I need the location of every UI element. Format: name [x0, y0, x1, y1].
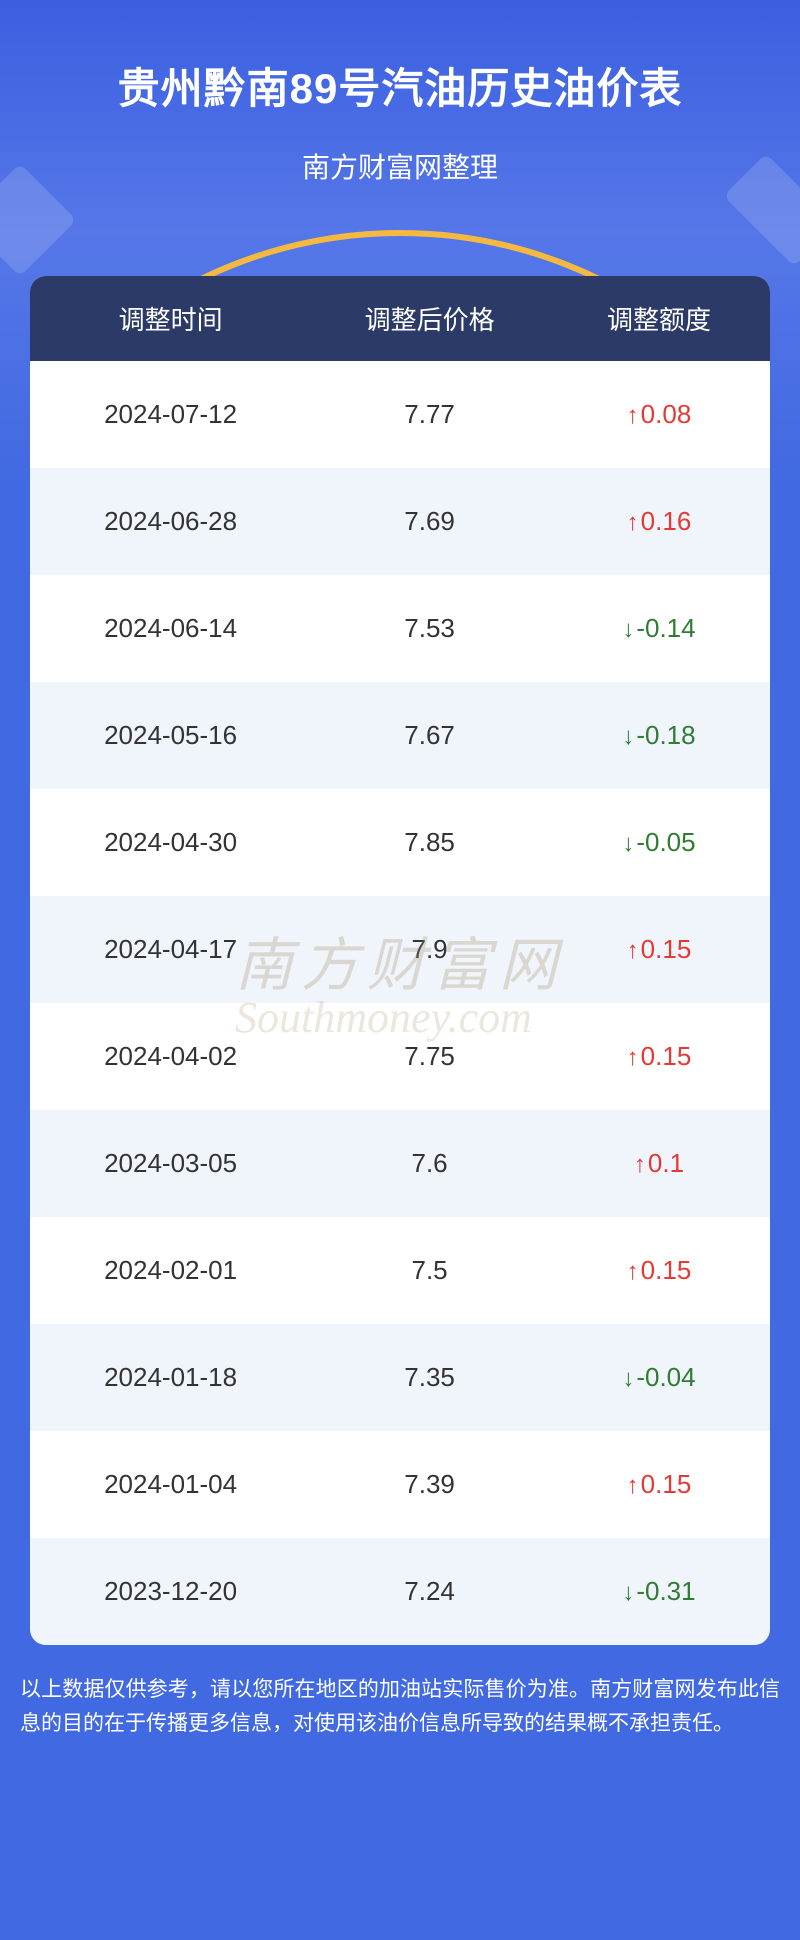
- arrow-down-icon: ↓: [622, 616, 634, 643]
- table-row: 2024-01-047.39↑0.15: [30, 1431, 770, 1538]
- cell-change: ↑0.15: [548, 1255, 770, 1286]
- change-value: 0.15: [641, 1041, 692, 1071]
- cell-date: 2024-01-18: [30, 1362, 311, 1393]
- cell-date: 2024-04-17: [30, 934, 311, 965]
- arrow-up-icon: ↑: [634, 1151, 646, 1178]
- cell-change: ↑0.15: [548, 1041, 770, 1072]
- arrow-down-icon: ↓: [622, 723, 634, 750]
- cell-price: 7.53: [311, 613, 548, 644]
- change-value: -0.14: [636, 613, 695, 643]
- arrow-up-icon: ↑: [627, 1044, 639, 1071]
- table-row: 2024-04-027.75↑0.15: [30, 1003, 770, 1110]
- cell-change: ↑0.08: [548, 399, 770, 430]
- arrow-up-icon: ↑: [627, 509, 639, 536]
- change-value: -0.31: [636, 1576, 695, 1606]
- table-body: 南方财富网 Southmoney.com 2024-07-127.77↑0.08…: [30, 361, 770, 1645]
- cell-price: 7.77: [311, 399, 548, 430]
- cell-change: ↓-0.31: [548, 1576, 770, 1607]
- arrow-up-icon: ↑: [627, 1472, 639, 1499]
- table-row: 2024-02-017.5↑0.15: [30, 1217, 770, 1324]
- cell-change: ↓-0.14: [548, 613, 770, 644]
- arrow-up-icon: ↑: [627, 1258, 639, 1285]
- table-row: 2023-12-207.24↓-0.31: [30, 1538, 770, 1645]
- change-value: -0.04: [636, 1362, 695, 1392]
- change-value: 0.15: [641, 1255, 692, 1285]
- cell-change: ↓-0.18: [548, 720, 770, 751]
- table-header: 调整时间 调整后价格 调整额度: [30, 276, 770, 361]
- table-row: 2024-04-177.9↑0.15: [30, 896, 770, 1003]
- cell-price: 7.9: [311, 934, 548, 965]
- change-value: 0.16: [641, 506, 692, 536]
- column-header-change: 调整额度: [548, 300, 770, 337]
- cell-date: 2024-04-30: [30, 827, 311, 858]
- cell-price: 7.75: [311, 1041, 548, 1072]
- arrow-down-icon: ↓: [622, 1579, 634, 1606]
- cell-change: ↑0.16: [548, 506, 770, 537]
- change-value: 0.15: [641, 934, 692, 964]
- cell-price: 7.67: [311, 720, 548, 751]
- change-value: -0.05: [636, 827, 695, 857]
- cell-change: ↑0.15: [548, 934, 770, 965]
- change-value: 0.08: [641, 399, 692, 429]
- cell-change: ↓-0.04: [548, 1362, 770, 1393]
- change-value: 0.1: [648, 1148, 684, 1178]
- arrow-up-icon: ↑: [627, 937, 639, 964]
- cell-change: ↑0.1: [548, 1148, 770, 1179]
- change-value: -0.18: [636, 720, 695, 750]
- cell-date: 2024-02-01: [30, 1255, 311, 1286]
- cell-date: 2024-01-04: [30, 1469, 311, 1500]
- table-row: 2024-06-287.69↑0.16: [30, 468, 770, 575]
- cell-price: 7.35: [311, 1362, 548, 1393]
- change-value: 0.15: [641, 1469, 692, 1499]
- header: 贵州黔南89号汽油历史油价表 南方财富网整理: [0, 0, 800, 186]
- column-header-date: 调整时间: [30, 300, 311, 337]
- table-row: 2024-03-057.6↑0.1: [30, 1110, 770, 1217]
- table-row: 2024-07-127.77↑0.08: [30, 361, 770, 468]
- cell-change: ↓-0.05: [548, 827, 770, 858]
- main-container: 贵州黔南89号汽油历史油价表 南方财富网整理 调整时间 调整后价格 调整额度 南…: [0, 0, 800, 1940]
- table-row: 2024-06-147.53↓-0.14: [30, 575, 770, 682]
- cell-date: 2024-03-05: [30, 1148, 311, 1179]
- arrow-up-icon: ↑: [627, 402, 639, 429]
- cell-date: 2024-04-02: [30, 1041, 311, 1072]
- cell-date: 2024-06-28: [30, 506, 311, 537]
- page-subtitle: 南方财富网整理: [0, 146, 800, 186]
- table-row: 2024-04-307.85↓-0.05: [30, 789, 770, 896]
- cell-date: 2024-07-12: [30, 399, 311, 430]
- cell-price: 7.5: [311, 1255, 548, 1286]
- cell-price: 7.39: [311, 1469, 548, 1500]
- cell-date: 2024-06-14: [30, 613, 311, 644]
- cell-price: 7.6: [311, 1148, 548, 1179]
- cell-change: ↑0.15: [548, 1469, 770, 1500]
- cell-price: 7.85: [311, 827, 548, 858]
- table-row: 2024-05-167.67↓-0.18: [30, 682, 770, 789]
- column-header-price: 调整后价格: [311, 300, 548, 337]
- cell-price: 7.69: [311, 506, 548, 537]
- cell-date: 2023-12-20: [30, 1576, 311, 1607]
- arrow-down-icon: ↓: [622, 830, 634, 857]
- disclaimer-text: 以上数据仅供参考，请以您所在地区的加油站实际售价为准。南方财富网发布此信息的目的…: [0, 1645, 800, 1780]
- cell-date: 2024-05-16: [30, 720, 311, 751]
- arrow-down-icon: ↓: [622, 1365, 634, 1392]
- page-title: 贵州黔南89号汽油历史油价表: [0, 55, 800, 116]
- cell-price: 7.24: [311, 1576, 548, 1607]
- price-table: 调整时间 调整后价格 调整额度 南方财富网 Southmoney.com 202…: [30, 276, 770, 1645]
- table-row: 2024-01-187.35↓-0.04: [30, 1324, 770, 1431]
